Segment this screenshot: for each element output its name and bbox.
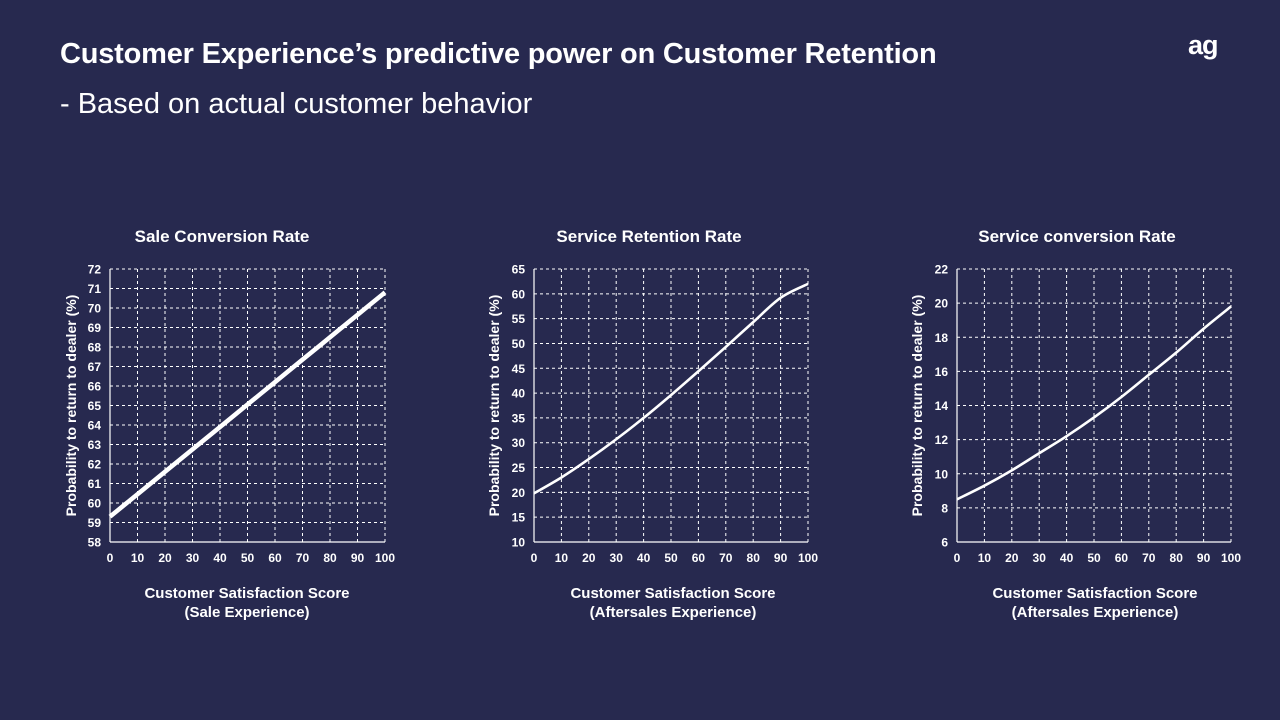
chart-2: Service Retention Rate 0 10 20 30 40 50 60 70 80 9… <box>486 227 818 621</box>
y-tick-label: 70 <box>88 302 102 316</box>
y-tick-label: 16 <box>935 365 949 379</box>
x-axis-label: Customer Satisfaction Score <box>992 585 1197 602</box>
chart-3: Service conversion Rate 0 10 20 30 40 50 60 70 80… <box>909 227 1241 621</box>
x-axis-label: (Aftersales Experience) <box>1012 604 1179 621</box>
y-tick-label: 58 <box>88 536 102 550</box>
x-tick-label: 40 <box>213 551 227 565</box>
y-tick-label: 18 <box>935 331 949 345</box>
y-tick-label: 69 <box>88 321 102 335</box>
y-tick-label: 14 <box>935 399 949 413</box>
x-tick-label: 70 <box>1142 551 1156 565</box>
x-tick-label: 0 <box>107 551 114 565</box>
y-tick-label: 60 <box>88 497 102 511</box>
x-tick-label: 90 <box>774 551 788 565</box>
y-tick-label: 55 <box>512 312 526 326</box>
y-tick-label: 59 <box>88 516 102 530</box>
x-tick-label: 10 <box>978 551 992 565</box>
y-tick-label: 64 <box>88 419 102 433</box>
x-tick-label: 90 <box>351 551 365 565</box>
x-tick-label: 30 <box>186 551 200 565</box>
y-axis-label: Probability to return to dealer (%) <box>486 295 502 517</box>
x-tick-label: 20 <box>158 551 172 565</box>
x-tick-label: 10 <box>131 551 145 565</box>
x-tick-label: 10 <box>555 551 569 565</box>
page-subtitle: - Based on actual customer behavior <box>60 88 533 120</box>
x-tick-label: 60 <box>268 551 282 565</box>
y-tick-label: 20 <box>935 297 949 311</box>
y-tick-label: 8 <box>941 501 948 515</box>
x-tick-label: 50 <box>241 551 255 565</box>
x-tick-label: 40 <box>637 551 651 565</box>
y-tick-label: 35 <box>512 411 526 425</box>
y-tick-label: 30 <box>512 436 526 450</box>
y-axis-label: Probability to return to dealer (%) <box>909 295 925 517</box>
chart-title: Service conversion Rate <box>978 227 1175 246</box>
y-tick-label: 12 <box>935 433 949 447</box>
brand-logo: ag <box>1188 30 1218 60</box>
y-tick-label: 40 <box>512 387 526 401</box>
x-tick-label: 80 <box>747 551 761 565</box>
y-tick-label: 25 <box>512 461 526 475</box>
y-tick-label: 71 <box>88 282 102 296</box>
y-tick-label: 63 <box>88 438 102 452</box>
y-tick-label: 67 <box>88 360 102 374</box>
x-tick-label: 70 <box>296 551 310 565</box>
y-tick-label: 61 <box>88 477 102 491</box>
x-tick-label: 100 <box>798 551 818 565</box>
x-tick-label: 60 <box>1115 551 1129 565</box>
x-tick-label: 20 <box>1005 551 1019 565</box>
x-tick-label: 0 <box>531 551 538 565</box>
y-tick-label: 10 <box>935 467 949 481</box>
x-tick-label: 70 <box>719 551 733 565</box>
y-tick-label: 22 <box>935 263 949 277</box>
y-tick-label: 65 <box>88 399 102 413</box>
y-tick-label: 15 <box>512 511 526 525</box>
x-axis-label: (Aftersales Experience) <box>590 604 757 621</box>
y-tick-label: 50 <box>512 337 526 351</box>
chart-1: Sale Conversion Rate 0 10 20 30 40 50 60 70 80 90 1… <box>63 227 395 621</box>
y-tick-label: 72 <box>88 263 102 277</box>
x-tick-label: 60 <box>692 551 706 565</box>
x-tick-label: 0 <box>954 551 961 565</box>
x-axis-label: (Sale Experience) <box>184 604 309 621</box>
x-axis-label: Customer Satisfaction Score <box>570 585 775 602</box>
x-tick-label: 30 <box>1033 551 1047 565</box>
x-tick-label: 40 <box>1060 551 1074 565</box>
chart-title: Sale Conversion Rate <box>135 227 310 246</box>
page-title: Customer Experience’s predictive power o… <box>60 38 937 70</box>
y-axis-label: Probability to return to dealer (%) <box>63 295 79 517</box>
x-tick-label: 50 <box>664 551 678 565</box>
y-tick-label: 20 <box>512 486 526 500</box>
x-tick-label: 100 <box>375 551 395 565</box>
x-tick-label: 90 <box>1197 551 1211 565</box>
x-tick-label: 20 <box>582 551 596 565</box>
y-tick-label: 60 <box>512 287 526 301</box>
y-tick-label: 45 <box>512 362 526 376</box>
x-tick-label: 50 <box>1087 551 1101 565</box>
x-tick-label: 80 <box>1170 551 1184 565</box>
chart-title: Service Retention Rate <box>556 227 741 246</box>
y-tick-label: 65 <box>512 263 526 277</box>
y-tick-label: 10 <box>512 536 526 550</box>
y-tick-label: 68 <box>88 341 102 355</box>
x-tick-label: 80 <box>323 551 337 565</box>
y-tick-label: 62 <box>88 458 102 472</box>
x-axis-label: Customer Satisfaction Score <box>144 585 349 602</box>
x-tick-label: 100 <box>1221 551 1241 565</box>
x-tick-label: 30 <box>610 551 624 565</box>
y-tick-label: 6 <box>941 536 948 550</box>
y-tick-label: 66 <box>88 380 102 394</box>
